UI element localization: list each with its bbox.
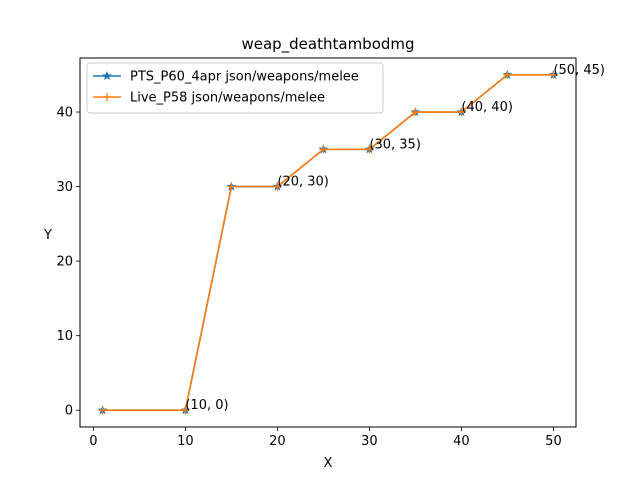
- legend-swatch-marker: [102, 70, 112, 81]
- x-tick-label: 50: [545, 434, 562, 449]
- x-tick-label: 40: [453, 434, 470, 449]
- series-2-point: [181, 406, 190, 415]
- annotations: (10, 0) (20, 30) (30, 35) (40, 40) (50, 45): [185, 63, 605, 413]
- series-2-point: [411, 108, 420, 117]
- point-annotation: (10, 0): [185, 398, 228, 413]
- y-axis-label: Y: [43, 228, 52, 243]
- series-line-2: [102, 73, 554, 412]
- series-2-point: [549, 70, 558, 79]
- y-tick-label: 20: [56, 255, 73, 270]
- legend-box: [86, 62, 384, 114]
- series-2-point: [227, 182, 236, 191]
- x-tick-label: 10: [177, 434, 194, 449]
- series-2-point: [98, 406, 107, 415]
- legend-label: PTS_P60_4apr json/weapons/melee: [130, 70, 359, 85]
- point-annotation: (40, 40): [461, 100, 512, 115]
- series-2-point: [457, 108, 466, 117]
- x-tick-label: 20: [269, 434, 286, 449]
- legend-swatch-marker: [103, 93, 111, 101]
- x-tick-label: 0: [89, 434, 97, 449]
- point-annotation: (50, 45): [553, 63, 605, 78]
- series-2-point: [319, 145, 328, 154]
- y-tick-label: 10: [56, 329, 73, 344]
- series-2-point: [365, 145, 374, 154]
- chart-title: weap_deathtambodmg: [241, 35, 414, 54]
- series-2-point: [503, 70, 512, 79]
- series-layer: [97, 69, 559, 415]
- y-tick-label: 0: [65, 404, 73, 419]
- series-2-point: [273, 182, 282, 191]
- legend: PTS_P60_4apr json/weapons/melee Live_P58 …: [86, 62, 384, 114]
- legend-label: Live_P58 json/weapons/melee: [130, 91, 325, 106]
- y-tick-label: 30: [56, 180, 73, 195]
- plot-frame: [79, 57, 577, 428]
- point-annotation: (30, 35): [369, 137, 421, 152]
- point-annotation: (20, 30): [277, 175, 329, 190]
- x-axis-label: X: [324, 456, 333, 471]
- x-tick-label: 30: [361, 434, 378, 449]
- y-tick-label: 40: [56, 106, 73, 121]
- axis-ticks: 0 10 20 30 40 50 0 10 20 30 40: [56, 106, 561, 449]
- legend-items: PTS_P60_4apr json/weapons/melee Live_P58 …: [93, 70, 359, 106]
